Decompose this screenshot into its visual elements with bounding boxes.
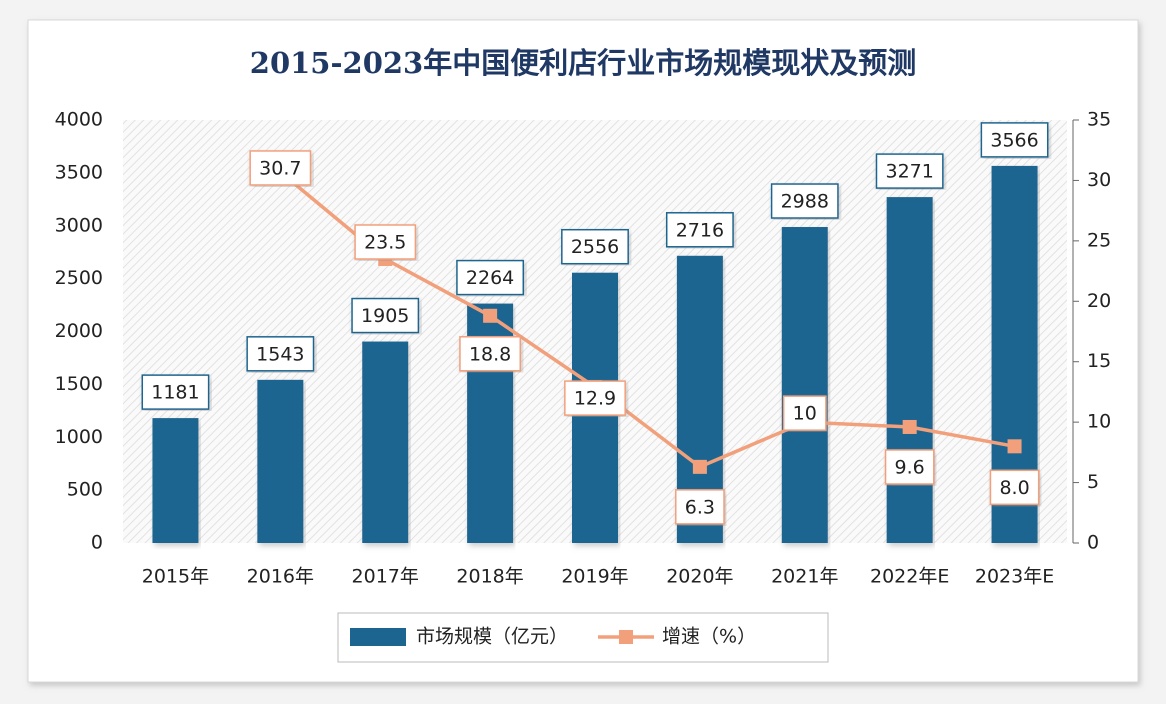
bar-value-label-box — [770, 183, 839, 219]
line-value-label-box — [884, 449, 935, 485]
legend-swatch — [350, 628, 406, 646]
line-marker — [692, 459, 707, 474]
line-value-label: 9.6 — [895, 456, 925, 478]
bar-value-label: 1181 — [151, 382, 199, 404]
bar-value-label: 3271 — [885, 161, 933, 183]
y-tick-label: 2500 — [55, 267, 103, 289]
y-tick-label: 3000 — [55, 214, 103, 236]
legend-label: 市场规模（亿元） — [416, 626, 568, 648]
bar — [152, 418, 199, 543]
bar-value-label-box — [561, 228, 629, 265]
line-value-label-box — [459, 336, 522, 372]
y2-tick-label: 20 — [1087, 290, 1111, 312]
bar — [362, 341, 409, 543]
bar-value-label-box — [141, 374, 210, 410]
x-tick-label: 2016年 — [247, 566, 314, 588]
line-marker — [483, 308, 498, 323]
y-tick-label: 4000 — [55, 109, 103, 131]
y-tick-label: 3500 — [55, 161, 103, 183]
line-value-label-box — [782, 395, 827, 431]
y2-tick-label: 5 — [1087, 471, 1099, 493]
bar-value-label-box — [980, 122, 1049, 158]
line-value-label: 8.0 — [999, 477, 1029, 499]
line-marker — [902, 419, 917, 434]
bar-value-label: 3566 — [990, 129, 1038, 151]
line-marker — [1007, 439, 1022, 454]
line-value-label: 30.7 — [259, 157, 301, 179]
bar-value-label: 2556 — [571, 236, 619, 258]
bar-value-label: 1905 — [361, 305, 409, 327]
bar-value-label: 2716 — [676, 219, 724, 241]
bar-value-label: 1543 — [256, 343, 304, 365]
legend-label: 增速（%） — [662, 626, 756, 648]
bar-value-label-box — [875, 153, 944, 189]
y2-tick-label: 35 — [1087, 109, 1111, 131]
line-value-label: 10 — [793, 403, 817, 425]
x-tick-label: 2021年 — [771, 566, 838, 588]
line-value-label: 18.8 — [469, 343, 511, 365]
bar-value-label: 2988 — [781, 191, 829, 213]
legend-box — [337, 612, 829, 663]
bar — [886, 197, 933, 544]
y2-tick-label: 10 — [1087, 411, 1111, 433]
line-value-label: 12.9 — [574, 388, 616, 410]
y-tick-label: 1500 — [55, 373, 103, 395]
y2-tick-label: 30 — [1087, 169, 1111, 191]
line-value-label-box — [989, 469, 1040, 506]
x-tick-label: 2020年 — [666, 566, 733, 588]
bar-value-label-box — [665, 212, 734, 248]
bar-value-label-box — [246, 336, 315, 372]
bar-value-label-box — [456, 259, 525, 296]
chart-title: 2015-2023年中国便利店行业市场规模现状及预测 — [250, 46, 916, 80]
x-tick-label: 2023年E — [975, 566, 1054, 588]
y-tick-label: 0 — [91, 532, 103, 554]
legend-swatch-marker — [619, 630, 634, 644]
line-value-label: 23.5 — [364, 231, 406, 253]
x-tick-label: 2022年E — [870, 566, 949, 588]
line-value-label-box — [564, 380, 626, 416]
x-tick-label: 2017年 — [352, 566, 419, 588]
bar — [781, 227, 828, 544]
line-value-label-box — [675, 489, 725, 525]
line-value-label-box — [249, 150, 312, 186]
x-tick-label: 2018年 — [456, 566, 523, 588]
x-tick-label: 2015年 — [142, 566, 209, 588]
line — [279, 170, 1015, 469]
y2-tick-label: 15 — [1087, 350, 1111, 372]
x-tick-label: 2019年 — [561, 566, 628, 588]
y2-tick-label: 25 — [1087, 229, 1111, 251]
bar-value-label: 2264 — [466, 267, 514, 289]
y-tick-label: 500 — [67, 479, 103, 501]
line-value-label: 6.3 — [685, 496, 715, 518]
y-tick-label: 2000 — [55, 320, 103, 342]
bar — [257, 379, 304, 543]
bar-value-label-box — [351, 297, 420, 334]
y2-tick-label: 0 — [1087, 532, 1099, 554]
line-value-label-box — [354, 224, 417, 260]
y-tick-label: 1000 — [55, 426, 103, 448]
